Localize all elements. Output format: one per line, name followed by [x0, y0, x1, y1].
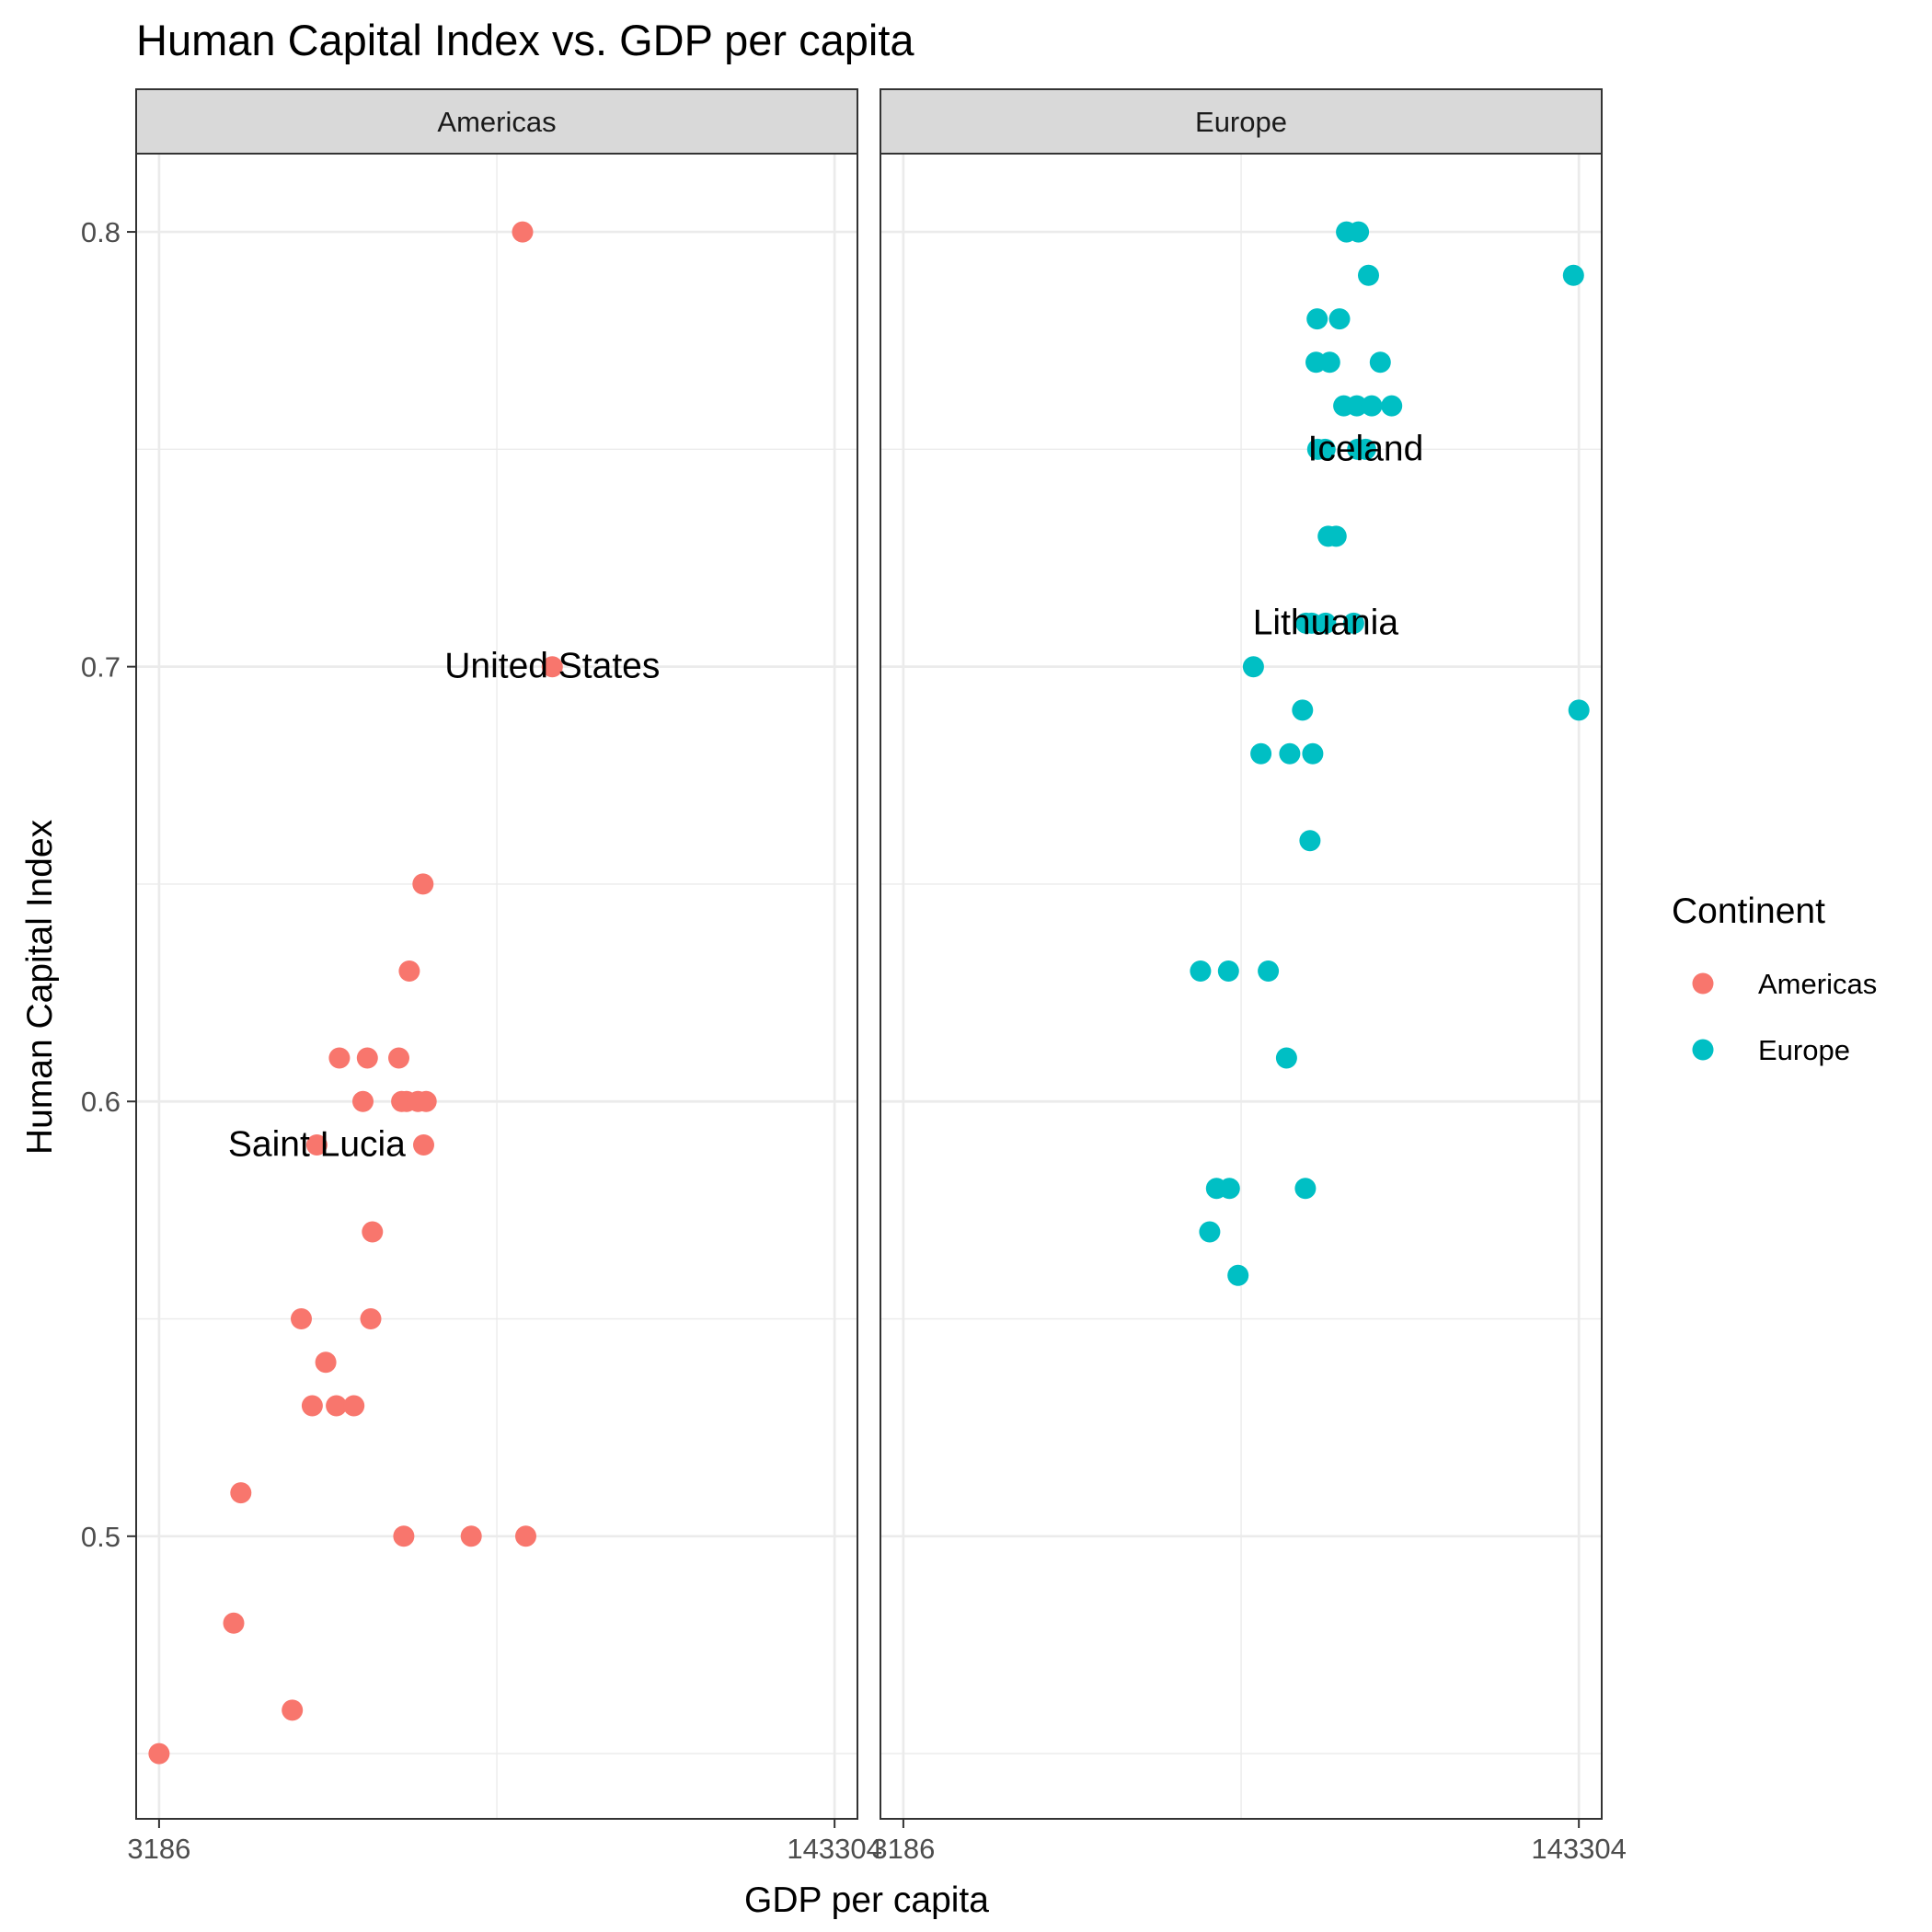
data-point	[352, 1090, 374, 1112]
legend-entry-americas: Americas	[1692, 968, 1877, 1000]
facet-strip	[880, 88, 1603, 155]
facet-panel-americas: United States Saint Lucia Americas 3186 1433…	[127, 88, 882, 1865]
data-point	[1318, 351, 1340, 374]
x-tick-label: 143304	[787, 1833, 881, 1865]
data-point	[398, 960, 420, 982]
point-label: United States	[444, 647, 660, 686]
data-point	[328, 1047, 351, 1069]
data-point	[1348, 221, 1370, 243]
y-tick-label: 0.5	[81, 1521, 121, 1553]
y-axis: 0.5 0.6 0.7 0.8	[81, 216, 136, 1553]
y-tick-label: 0.7	[81, 651, 121, 684]
facet-strip-label: Europe	[1195, 106, 1287, 138]
data-point	[1199, 1221, 1221, 1243]
data-point	[1279, 742, 1301, 765]
data-point	[1328, 308, 1351, 330]
data-point	[343, 1395, 365, 1417]
point-label: Iceland	[1308, 429, 1424, 468]
data-point	[360, 1308, 382, 1329]
x-tick-label: 3186	[871, 1833, 935, 1865]
data-point	[1306, 308, 1328, 330]
data-point	[1258, 960, 1280, 982]
data-point	[1190, 960, 1212, 982]
legend-entry-europe: Europe	[1692, 1034, 1850, 1066]
data-point	[1242, 656, 1264, 678]
data-point	[1299, 830, 1321, 852]
data-point	[1562, 264, 1584, 286]
facet-panel-europe: Iceland Lithuania Europe 3186 143304	[871, 88, 1627, 1865]
data-point	[412, 873, 434, 895]
legend-label-europe: Europe	[1758, 1034, 1850, 1066]
data-point	[388, 1047, 409, 1069]
data-point	[326, 1395, 348, 1417]
data-point	[1361, 395, 1383, 417]
legend: Continent Americas Europe	[1672, 891, 1877, 1066]
data-point	[282, 1699, 304, 1721]
x-tick-label: 3186	[127, 1833, 190, 1865]
data-point	[1250, 742, 1272, 765]
data-point	[1217, 960, 1239, 982]
data-point	[223, 1612, 245, 1634]
data-point	[356, 1047, 378, 1069]
data-point	[512, 221, 534, 243]
data-point	[1568, 699, 1590, 721]
data-point	[1354, 438, 1376, 460]
data-point	[301, 1395, 323, 1417]
data-point	[1218, 1178, 1240, 1200]
data-point	[1346, 395, 1368, 417]
data-point	[362, 1221, 384, 1243]
data-point	[1315, 612, 1337, 634]
data-point	[415, 1090, 437, 1112]
point-label: Saint Lucia	[228, 1125, 406, 1165]
data-point	[1292, 699, 1314, 721]
data-point	[230, 1482, 252, 1504]
chart-title: Human Capital Index vs. GDP per capita	[136, 16, 914, 64]
x-axis-title: GDP per capita	[744, 1880, 989, 1920]
data-point	[1381, 395, 1403, 417]
data-point	[1302, 742, 1324, 765]
y-tick-label: 0.6	[81, 1086, 121, 1118]
facet-strip	[135, 88, 858, 155]
facet-strip-label: Americas	[437, 106, 556, 138]
data-point	[1358, 264, 1379, 286]
data-point	[1294, 1178, 1317, 1200]
data-point	[515, 1525, 536, 1547]
x-tick-label: 143304	[1531, 1833, 1626, 1865]
data-point	[1314, 438, 1336, 460]
legend-key-europe	[1692, 1039, 1714, 1061]
data-point	[1369, 351, 1391, 374]
point-label: Lithuania	[1253, 603, 1399, 642]
data-point	[393, 1525, 415, 1547]
data-point	[305, 1134, 328, 1156]
data-point	[413, 1134, 434, 1156]
data-point	[460, 1525, 482, 1547]
legend-key-americas	[1692, 972, 1714, 995]
data-point	[1342, 612, 1364, 634]
y-tick-label: 0.8	[81, 216, 121, 248]
data-point	[315, 1351, 337, 1374]
data-point	[291, 1308, 312, 1329]
legend-title: Continent	[1672, 891, 1825, 931]
data-point	[1275, 1047, 1297, 1069]
legend-label-americas: Americas	[1758, 968, 1877, 1000]
y-axis-title: Human Capital Index	[20, 819, 60, 1155]
data-point	[1227, 1264, 1249, 1286]
data-point	[541, 656, 563, 678]
data-point	[148, 1742, 170, 1765]
data-point	[1325, 525, 1347, 547]
